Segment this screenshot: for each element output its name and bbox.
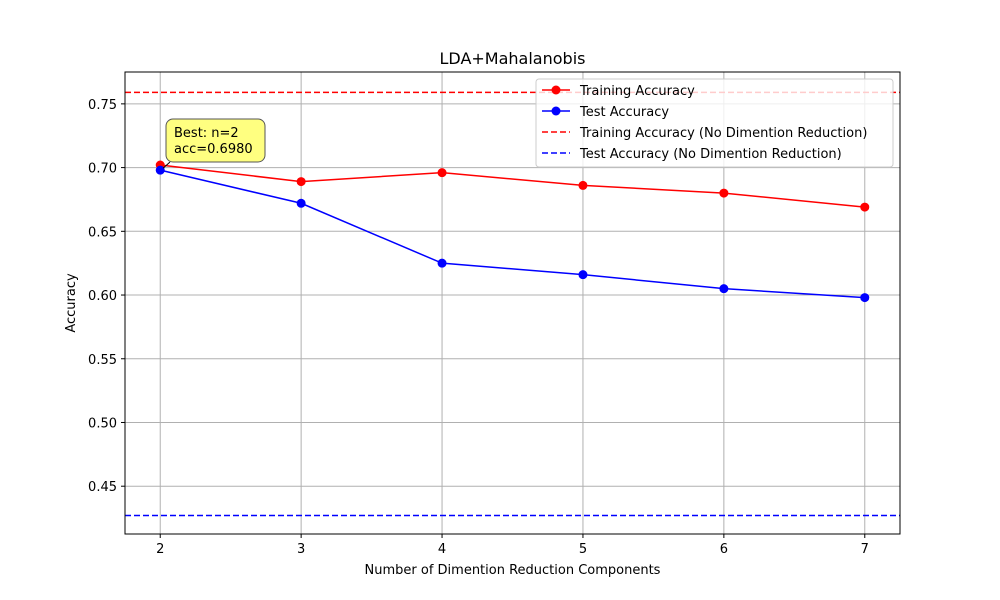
series-1-point [296, 198, 306, 208]
x-tick-label: 7 [861, 542, 869, 557]
series-0-point [578, 180, 588, 190]
series-0-point [860, 202, 870, 212]
chart-title: LDA+Mahalanobis [440, 49, 586, 68]
x-tick-label: 3 [297, 542, 305, 557]
x-tick-label: 2 [156, 542, 164, 557]
series-0-point [437, 168, 447, 178]
y-tick-label: 0.70 [88, 162, 117, 177]
plot-frame [124, 71, 901, 535]
annotation-arrow [162, 161, 171, 169]
annotation-line-1: Best: n=2 [174, 126, 239, 141]
legend-label-2: Training Accuracy (No Dimention Reductio… [579, 126, 867, 141]
y-tick-label: 0.55 [88, 353, 117, 368]
legend-marker-0 [551, 85, 561, 95]
legend: Training Accuracy Test Accuracy Training A… [535, 78, 894, 168]
series-1-point [155, 165, 165, 175]
series-line-0 [160, 164, 865, 208]
x-tick-label: 5 [579, 542, 587, 557]
series [155, 160, 870, 303]
ticks: 2 3 4 5 6 7 0.45 0.50 0.55 0.60 0.65 0.70 0.75 [88, 98, 869, 557]
annotation-box [165, 118, 266, 163]
x-tick-label: 4 [438, 542, 446, 557]
grid [125, 72, 900, 534]
series-1-point [719, 284, 729, 294]
annotation: Best: n=2 acc=0.6980 [162, 118, 266, 169]
x-tick-label: 6 [720, 542, 728, 557]
y-tick-label: 0.50 [88, 416, 117, 431]
legend-marker-1 [551, 106, 561, 116]
annotation-line-2: acc=0.6980 [174, 142, 253, 157]
y-tick-label: 0.45 [88, 480, 117, 495]
legend-label-1: Test Accuracy [579, 105, 669, 120]
reference-lines [125, 91, 900, 517]
y-tick-label: 0.60 [88, 289, 117, 304]
series-line-1 [160, 169, 865, 299]
series-1-point [578, 270, 588, 280]
y-tick-label: 0.75 [88, 98, 117, 113]
series-0-point [296, 177, 306, 187]
series-0-point [719, 188, 729, 198]
legend-label-3: Test Accuracy (No Dimention Reduction) [579, 147, 842, 162]
legend-box [535, 78, 894, 168]
series-1-point [860, 293, 870, 303]
series-1-point [437, 258, 447, 268]
y-axis-label: Accuracy [64, 273, 79, 333]
x-axis-label: Number of Dimention Reduction Components [365, 563, 661, 578]
y-tick-label: 0.65 [88, 225, 117, 240]
legend-label-0: Training Accuracy [579, 84, 695, 99]
